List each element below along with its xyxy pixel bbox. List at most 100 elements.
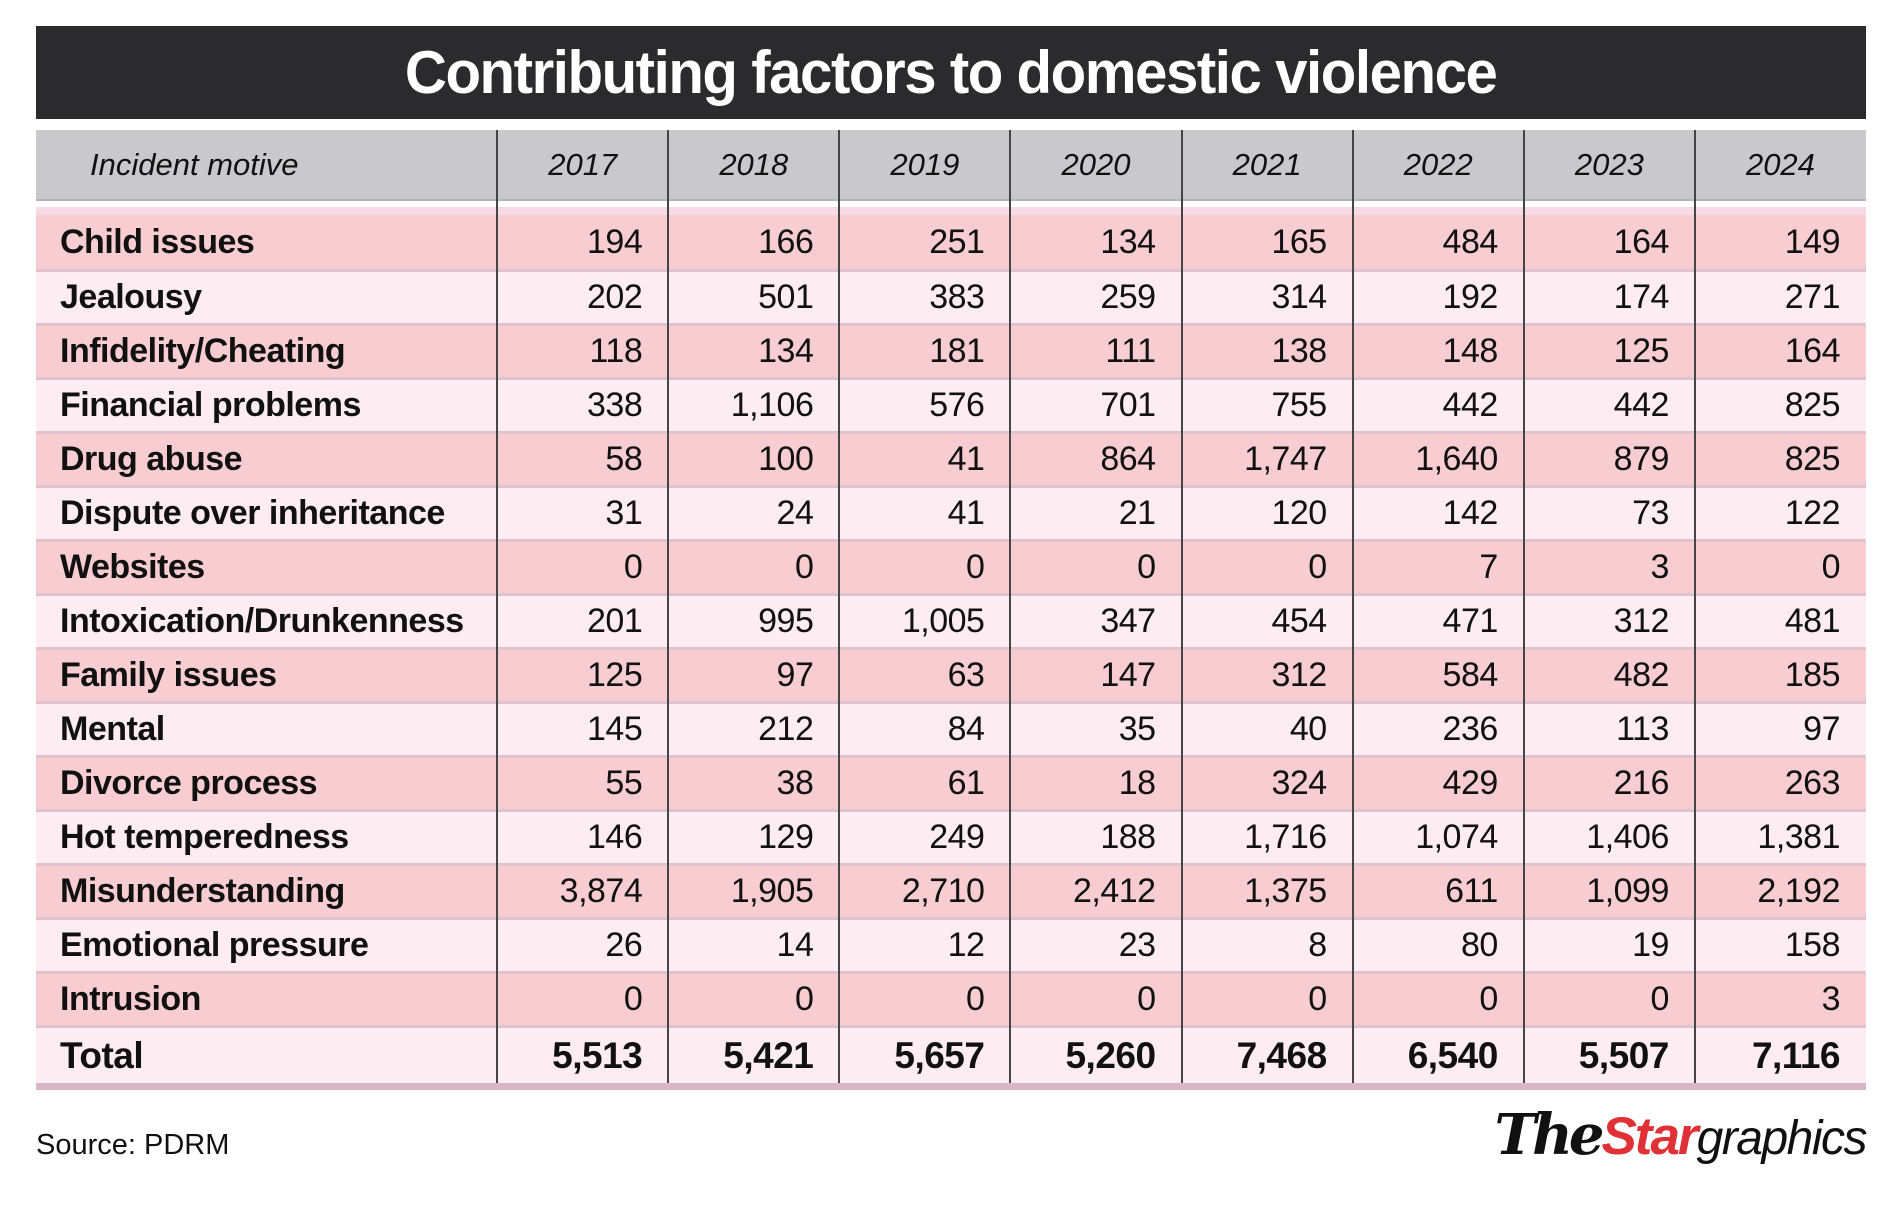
motive-cell: Drug abuse bbox=[60, 440, 243, 478]
value-cell: 164 bbox=[1613, 222, 1670, 261]
value-cell: 185 bbox=[1784, 656, 1841, 694]
value-cell: 202 bbox=[587, 278, 643, 316]
value-cell: 0 bbox=[1137, 548, 1156, 586]
value-cell: 129 bbox=[758, 818, 814, 856]
motive-cell: Jealousy bbox=[60, 278, 202, 316]
value-cell: 142 bbox=[1442, 494, 1499, 532]
value-cell: 471 bbox=[1442, 602, 1499, 640]
value-cell: 1,005 bbox=[901, 602, 985, 640]
value-cell: 0 bbox=[623, 980, 643, 1018]
motive-cell: Family issues bbox=[60, 656, 277, 694]
table-row: Dispute over inheritance 31 24 41 21 120 142 73… bbox=[36, 485, 1866, 539]
value-cell: 146 bbox=[587, 818, 643, 856]
footer: Source: PDRM The Star graphics bbox=[36, 1102, 1868, 1168]
value-cell: 38 bbox=[776, 764, 814, 802]
table-row: Financial problems 338 1,106 576 701 755 442 44… bbox=[36, 377, 1866, 431]
value-cell: 8 bbox=[1308, 926, 1327, 964]
column-header-motive: Incident motive bbox=[90, 146, 299, 182]
value-cell: 7,468 bbox=[1236, 1034, 1328, 1076]
value-cell: 0 bbox=[1479, 980, 1498, 1018]
value-cell: 194 bbox=[587, 222, 643, 261]
value-cell: 755 bbox=[1271, 386, 1327, 424]
table-row: Misunderstanding 3,874 1,905 2,710 2,412 1,37… bbox=[36, 863, 1866, 917]
year-header: 2022 bbox=[1403, 146, 1473, 182]
value-cell: 122 bbox=[1784, 494, 1841, 532]
value-cell: 0 bbox=[794, 980, 814, 1018]
value-cell: 701 bbox=[1100, 386, 1156, 424]
value-cell: 73 bbox=[1632, 494, 1669, 532]
year-header: 2018 bbox=[719, 146, 789, 182]
value-cell: 259 bbox=[1100, 278, 1156, 316]
page-title: Contributing factors to domestic violenc… bbox=[405, 39, 1498, 106]
the-star-graphics-logo: The Star graphics bbox=[1494, 1102, 1867, 1168]
year-header: 2019 bbox=[890, 146, 960, 182]
value-cell: 347 bbox=[1100, 602, 1156, 640]
bottom-divider bbox=[36, 1083, 1866, 1090]
value-cell: 236 bbox=[1442, 710, 1499, 748]
value-cell: 23 bbox=[1118, 926, 1156, 964]
value-cell: 1,406 bbox=[1586, 818, 1669, 856]
value-cell: 1,747 bbox=[1244, 440, 1327, 478]
value-cell: 0 bbox=[966, 548, 985, 586]
value-cell: 442 bbox=[1442, 386, 1499, 424]
value-cell: 216 bbox=[1613, 764, 1670, 802]
value-cell: 1,375 bbox=[1244, 872, 1327, 910]
table-row: Jealousy 202 501 383 259 314 192 174 271 bbox=[36, 269, 1866, 323]
value-cell: 576 bbox=[929, 386, 985, 424]
motive-cell: Divorce process bbox=[60, 764, 318, 802]
value-cell: 41 bbox=[947, 494, 985, 532]
value-cell: 1,640 bbox=[1415, 440, 1498, 478]
value-cell: 84 bbox=[947, 710, 985, 748]
value-cell: 145 bbox=[587, 710, 643, 748]
logo-the: The bbox=[1494, 1102, 1604, 1168]
value-cell: 80 bbox=[1460, 926, 1498, 964]
value-cell: 0 bbox=[794, 548, 814, 586]
motive-cell: Total bbox=[60, 1034, 144, 1076]
value-cell: 0 bbox=[623, 548, 643, 586]
table-row: Child issues 194 166 251 134 165 484 164 149 bbox=[36, 215, 1866, 269]
value-cell: 2,412 bbox=[1072, 872, 1156, 910]
value-cell: 165 bbox=[1271, 222, 1327, 261]
value-cell: 58 bbox=[605, 440, 643, 478]
value-cell: 55 bbox=[605, 764, 643, 802]
value-cell: 147 bbox=[1100, 656, 1156, 694]
value-cell: 1,106 bbox=[730, 386, 814, 424]
value-cell: 0 bbox=[1650, 980, 1669, 1018]
value-cell: 212 bbox=[758, 710, 814, 748]
logo-star: Star bbox=[1601, 1107, 1698, 1166]
motive-cell: Websites bbox=[60, 548, 205, 586]
value-cell: 482 bbox=[1613, 656, 1670, 694]
value-cell: 3 bbox=[1821, 980, 1841, 1018]
value-cell: 97 bbox=[776, 656, 814, 694]
value-cell: 825 bbox=[1784, 440, 1841, 478]
value-cell: 3 bbox=[1650, 548, 1669, 586]
value-cell: 41 bbox=[947, 440, 985, 478]
value-cell: 5,657 bbox=[894, 1034, 985, 1076]
motive-cell: Infidelity/Cheating bbox=[60, 332, 346, 370]
value-cell: 501 bbox=[758, 278, 814, 316]
title-bar: Contributing factors to domestic violenc… bbox=[36, 26, 1866, 119]
value-cell: 24 bbox=[776, 494, 814, 532]
value-cell: 61 bbox=[947, 764, 985, 802]
table-row: Family issues 125 97 63 147 312 584 482 185 bbox=[36, 647, 1866, 701]
value-cell: 134 bbox=[758, 332, 814, 370]
value-cell: 879 bbox=[1613, 440, 1670, 478]
motive-cell: Financial problems bbox=[60, 386, 361, 424]
value-cell: 166 bbox=[758, 222, 814, 261]
value-cell: 1,099 bbox=[1586, 872, 1669, 910]
value-cell: 312 bbox=[1271, 656, 1327, 694]
value-cell: 484 bbox=[1442, 222, 1499, 261]
value-cell: 63 bbox=[947, 656, 985, 694]
value-cell: 5,260 bbox=[1065, 1034, 1156, 1076]
source-text: Source: PDRM bbox=[36, 1129, 230, 1161]
year-header: 2017 bbox=[548, 146, 618, 182]
value-cell: 0 bbox=[1308, 980, 1327, 1018]
motive-cell: Hot temperedness bbox=[60, 818, 349, 856]
motive-cell: Intoxication/Drunkenness bbox=[60, 602, 464, 640]
value-cell: 5,513 bbox=[552, 1034, 643, 1076]
year-header: 2024 bbox=[1745, 146, 1815, 182]
table-row: Divorce process 55 38 61 18 324 429 216 263 bbox=[36, 755, 1866, 809]
value-cell: 118 bbox=[589, 332, 643, 370]
value-cell: 97 bbox=[1803, 710, 1840, 748]
value-cell: 192 bbox=[1442, 278, 1499, 316]
